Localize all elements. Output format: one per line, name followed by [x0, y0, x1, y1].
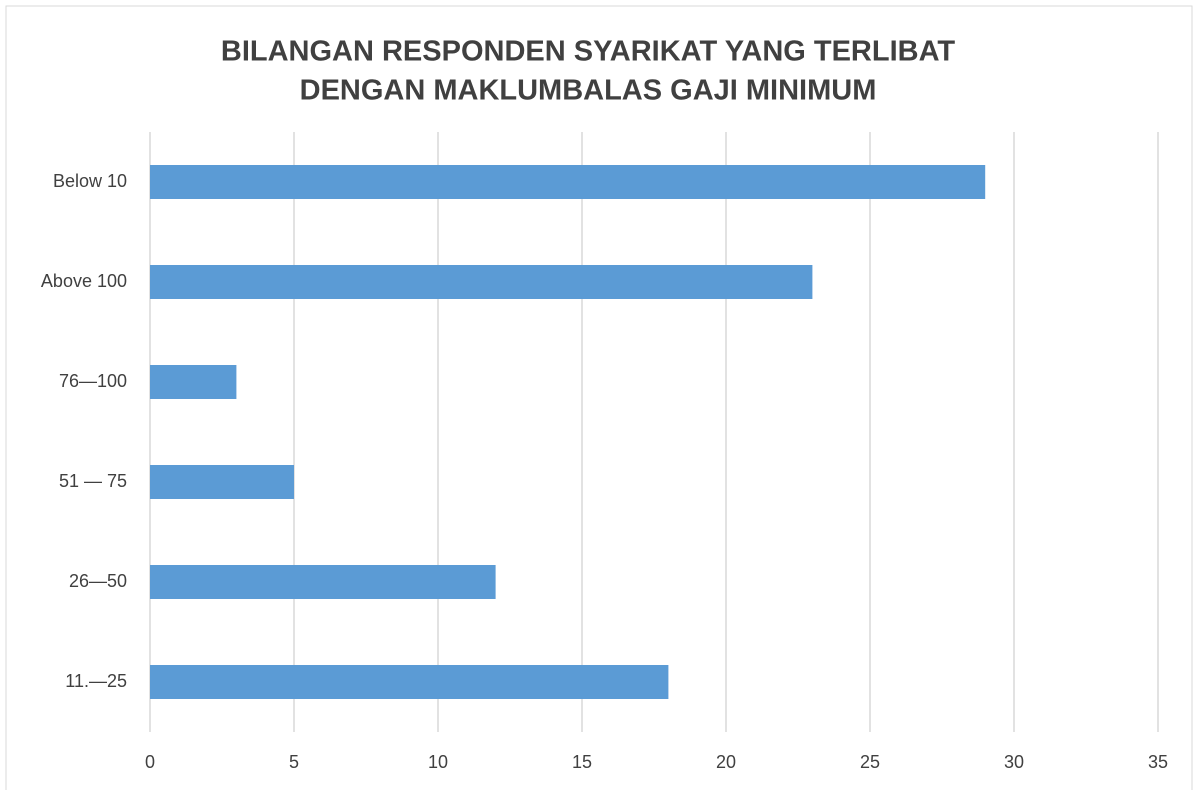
- y-tick-label: 11.—25: [65, 671, 127, 691]
- x-tick-label: 10: [428, 752, 448, 772]
- bar: [150, 265, 813, 299]
- chart-title: BILANGAN RESPONDEN SYARIKAT YANG TERLIBA…: [221, 36, 955, 68]
- y-tick-label: Above 100: [41, 271, 127, 291]
- chart-title: DENGAN MAKLUMBALAS GAJI MINIMUM: [300, 75, 877, 107]
- bar: [150, 165, 986, 199]
- x-tick-label: 20: [716, 752, 736, 772]
- bar: [150, 565, 496, 599]
- y-tick-label: Below 10: [53, 171, 127, 191]
- y-tick-label: 26—50: [69, 571, 127, 591]
- x-tick-label: 15: [572, 752, 592, 772]
- x-tick-label: 35: [1148, 752, 1168, 772]
- bar: [150, 365, 237, 399]
- y-tick-label: 51 — 75: [59, 471, 127, 491]
- x-tick-label: 0: [145, 752, 155, 772]
- bar: [150, 465, 294, 499]
- x-tick-label: 30: [1004, 752, 1024, 772]
- bar: [150, 665, 669, 699]
- y-tick-label: 76—100: [59, 371, 127, 391]
- x-tick-label: 5: [289, 752, 299, 772]
- x-tick-label: 25: [860, 752, 880, 772]
